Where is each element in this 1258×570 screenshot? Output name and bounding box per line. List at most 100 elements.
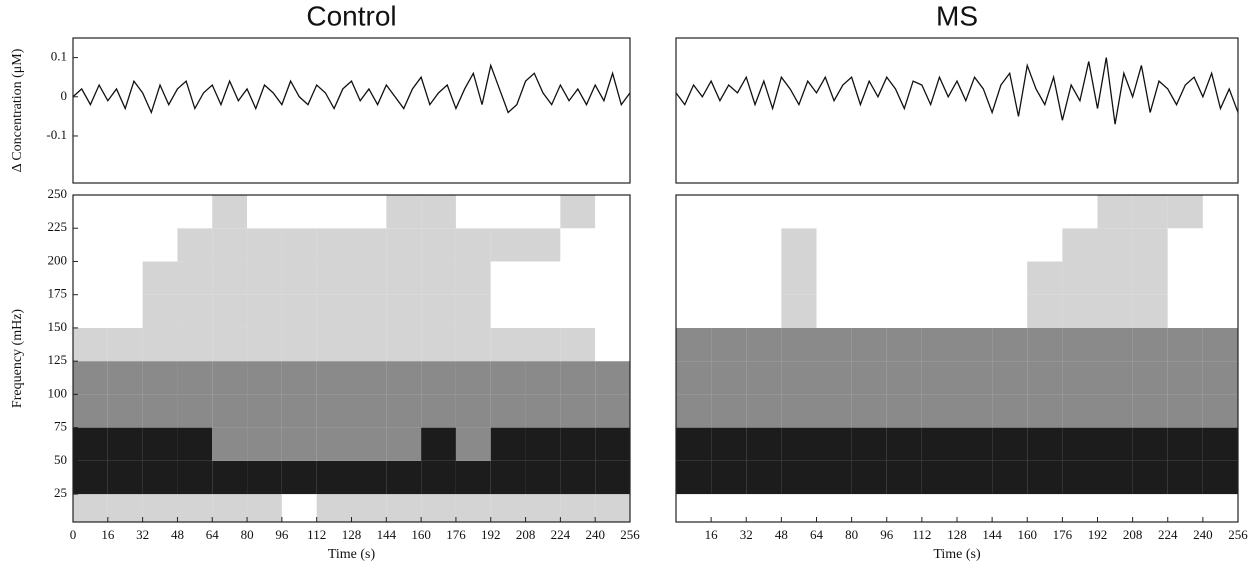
spectrogram-cell: [1132, 494, 1168, 522]
spectrogram-cell: [490, 460, 526, 495]
x-tick-label: 160: [1018, 527, 1038, 542]
spectrogram-cell: [1167, 261, 1203, 295]
spectrogram-cell: [1062, 327, 1098, 362]
spectrogram-cell: [177, 228, 213, 262]
spectrogram-cell: [73, 494, 108, 522]
spectrogram-cell: [1027, 228, 1063, 262]
spectrogram-cell: [1202, 394, 1238, 428]
spectrogram-cell: [992, 228, 1028, 262]
spectrogram-cell: [455, 494, 491, 522]
spectrogram-cell: [921, 361, 957, 395]
y-tick-label: 0.1: [51, 49, 67, 64]
spectrogram-cell: [247, 327, 282, 362]
spectrogram-cell: [316, 195, 352, 229]
spectrogram-cell: [281, 261, 317, 295]
spectrogram-cell: [107, 327, 143, 362]
spectrogram-cell: [351, 427, 387, 461]
spectrogram-cell: [957, 361, 993, 395]
spectrogram-cell: [177, 261, 213, 295]
spectrogram-cell: [1062, 195, 1098, 229]
y-tick-label: 0: [61, 88, 68, 103]
spectrogram-cell: [1202, 261, 1238, 295]
spectrogram-cell: [1132, 228, 1168, 262]
spectrogram-cell: [281, 361, 317, 395]
spectrogram-cell: [212, 294, 248, 328]
spectrogram-cell: [676, 261, 712, 295]
spectrogram-cell: [992, 460, 1028, 495]
spectrogram-cell: [142, 494, 178, 522]
spectrogram-cell: [560, 327, 596, 362]
spectrogram-cell: [921, 261, 957, 295]
spectrogram-cell: [711, 394, 747, 428]
spectrogram-cell: [1202, 327, 1238, 362]
spectrogram-cell: [73, 327, 108, 362]
spectrogram-cell: [142, 195, 178, 229]
spectrogram-cell: [1027, 294, 1063, 328]
spectrogram-cell: [351, 494, 387, 522]
spectrogram-cell: [851, 228, 887, 262]
spectrogram-cell: [676, 327, 712, 362]
spectrogram-cell: [711, 361, 747, 395]
spectrogram-cell: [992, 327, 1028, 362]
spectrogram-cell: [851, 195, 887, 229]
chart-title: MS: [936, 0, 978, 31]
spectrogram-cell: [595, 327, 630, 362]
spectrogram-cell: [1062, 228, 1098, 262]
spectrogram-cell: [142, 228, 178, 262]
spectrogram-cell: [351, 228, 387, 262]
signal-line: [72, 63, 631, 115]
spectrogram-cell: [247, 195, 282, 229]
y-tick-label: 175: [48, 286, 68, 301]
spectrogram-cell: [421, 460, 456, 495]
x-tick-label: 48: [775, 527, 788, 542]
spectrogram-cell: [816, 294, 852, 328]
spectrogram-cell: [247, 494, 282, 522]
spectrogram-cell: [73, 460, 108, 495]
spectrogram-cell: [1062, 361, 1098, 395]
spectrogram-cell: [1027, 327, 1063, 362]
spectrogram-cell: [851, 294, 887, 328]
spectrogram-cell: [1202, 460, 1238, 495]
spectrogram-cell: [595, 361, 630, 395]
spectrogram-cell: [1167, 195, 1203, 229]
spectrogram-cell: [1202, 494, 1238, 522]
spectrogram-cell: [746, 228, 782, 262]
spectrogram-cell: [421, 228, 456, 262]
spectrogram-cell: [595, 228, 630, 262]
spectrogram-cell: [177, 460, 213, 495]
spectrogram-cell: [107, 494, 143, 522]
spectrogram-cell: [711, 494, 747, 522]
spectrogram-cell: [992, 494, 1028, 522]
spectrogram-cell: [1202, 294, 1238, 328]
spectrogram-cell: [560, 494, 596, 522]
spectrogram-cell: [851, 427, 887, 461]
spectrogram-cell: [746, 261, 782, 295]
spectrogram-cell: [992, 294, 1028, 328]
x-tick-label: 224: [1158, 527, 1178, 542]
x-tick-label: 144: [982, 527, 1002, 542]
spectrogram-cell: [711, 261, 747, 295]
spectrogram-cell: [351, 261, 387, 295]
spectrogram-cell: [1132, 361, 1168, 395]
spectrogram-cell: [886, 460, 922, 495]
spectrogram-cell: [281, 460, 317, 495]
spectrogram-cell: [73, 294, 108, 328]
spectrogram-cell: [525, 327, 561, 362]
y-axis-label: Frequency (mHz): [10, 309, 25, 408]
spectrogram-cell: [212, 361, 248, 395]
spectrogram-cell: [316, 361, 352, 395]
spectrogram-cell: [851, 261, 887, 295]
spectrogram-cell: [886, 294, 922, 328]
spectrogram-cell: [1132, 427, 1168, 461]
spectrogram-cell: [1097, 494, 1133, 522]
spectrogram-cell: [490, 195, 526, 229]
spectrogram-cell: [490, 494, 526, 522]
spectrogram-cell: [781, 195, 817, 229]
x-tick-label: 160: [411, 527, 431, 542]
x-tick-label: 64: [206, 527, 220, 542]
spectrogram-cell: [781, 261, 817, 295]
spectrogram-cell: [851, 361, 887, 395]
spectrogram-cell: [560, 195, 596, 229]
spectrogram-cell: [1027, 261, 1063, 295]
spectrogram-cell: [1132, 195, 1168, 229]
